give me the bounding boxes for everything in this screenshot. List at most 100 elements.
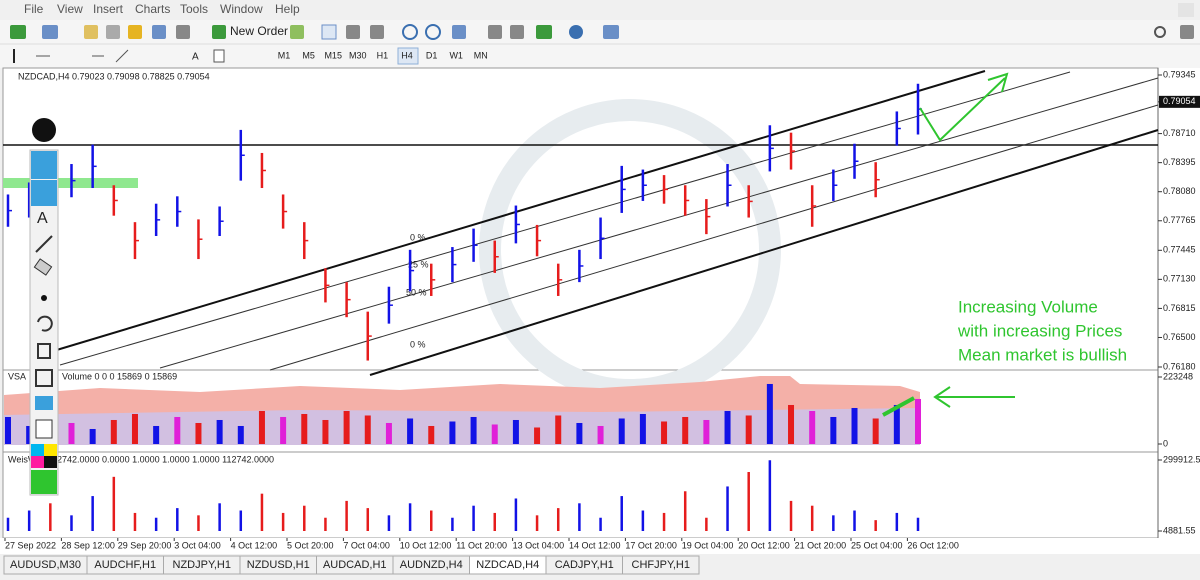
price-scale <box>1158 68 1200 538</box>
volume-bar <box>872 418 879 444</box>
screenshot-tool[interactable] <box>35 396 53 410</box>
volume-bar <box>788 404 795 444</box>
timeframe-button[interactable]: M1 <box>278 50 291 60</box>
terminal-icon[interactable] <box>152 25 166 39</box>
color-swatch[interactable] <box>44 456 57 468</box>
color-swatch[interactable] <box>44 444 57 456</box>
menu-item[interactable]: Help <box>275 2 300 16</box>
label-tool-icon[interactable] <box>213 49 225 63</box>
color-swatch[interactable] <box>31 444 44 456</box>
color-swatch[interactable] <box>31 456 44 468</box>
menu-item[interactable]: Tools <box>180 2 208 16</box>
toolbar-handle[interactable] <box>32 118 56 142</box>
menu-item[interactable]: File <box>24 2 44 16</box>
date-label: 7 Oct 04:00 <box>343 540 390 550</box>
menu-item[interactable]: Insert <box>93 2 124 16</box>
volume-bar <box>491 424 498 444</box>
mail-icon[interactable] <box>1180 25 1194 39</box>
trendline-icon[interactable] <box>115 49 129 63</box>
date-label: 27 Sep 2022 <box>5 540 56 550</box>
menu-item[interactable]: View <box>57 2 83 16</box>
volume-bar <box>449 421 456 444</box>
date-label: 17 Oct 20:00 <box>625 540 677 550</box>
pointer-tool[interactable] <box>31 180 57 206</box>
line-tool[interactable] <box>35 235 53 253</box>
delete-tool[interactable] <box>37 343 51 359</box>
timeframe-button[interactable]: M5 <box>302 50 315 60</box>
tab-label[interactable]: NZDJPY,H1 <box>173 559 231 571</box>
navigator-icon[interactable] <box>128 25 142 39</box>
current-price-box <box>1159 95 1200 108</box>
tab-label[interactable]: AUDCHF,H1 <box>94 559 156 571</box>
timeframe-button[interactable]: W1 <box>449 50 463 60</box>
tab-label[interactable]: NZDUSD,H1 <box>247 559 310 571</box>
timeframe-button[interactable]: H1 <box>377 50 389 60</box>
text-tool-icon[interactable]: A <box>192 52 199 63</box>
date-label: 14 Oct 12:00 <box>569 540 621 550</box>
volume-bar <box>639 413 646 444</box>
date-label: 19 Oct 04:00 <box>682 540 734 550</box>
zoom-in-icon[interactable] <box>402 24 418 40</box>
symbol-tabs: AUDUSD,M30 AUDCHF,H1 NZDJPY,H1 NZDUSD,H1 AUD… <box>3 555 700 575</box>
timeframe-button[interactable]: D1 <box>426 50 438 60</box>
scroll-icon[interactable] <box>488 25 502 39</box>
data-window-icon[interactable] <box>106 25 120 39</box>
new-order-button[interactable]: New Order <box>230 24 288 38</box>
line-icon[interactable] <box>370 25 384 39</box>
shift-icon[interactable] <box>510 25 524 39</box>
tab-label[interactable]: AUDNZD,H4 <box>400 559 463 571</box>
timeframe-button[interactable]: M15 <box>324 50 342 60</box>
text-tool[interactable]: A <box>37 210 48 227</box>
time-scale <box>0 538 1200 554</box>
volume-bar <box>809 410 816 444</box>
date-label: 26 Oct 12:00 <box>907 540 959 550</box>
volume-bar <box>131 413 138 444</box>
eye-tool[interactable] <box>31 151 57 179</box>
fib-lines <box>59 71 1159 371</box>
profiles-icon[interactable] <box>42 25 58 39</box>
tester-icon[interactable] <box>176 25 190 39</box>
periods-icon[interactable] <box>569 25 583 39</box>
price-label: 0.76815 <box>1163 303 1196 313</box>
volume-bar <box>915 398 921 444</box>
tab-label[interactable]: AUDUSD,M30 <box>10 559 81 571</box>
date-label: 3 Oct 04:00 <box>174 540 221 550</box>
candle-icon[interactable] <box>346 25 360 39</box>
notes-tool[interactable] <box>35 419 53 439</box>
dot-tool[interactable] <box>41 295 47 301</box>
autotrading-icon[interactable] <box>290 25 304 39</box>
tab-label[interactable]: NZDCAD,H4 <box>476 559 539 571</box>
volume-bar <box>724 410 731 444</box>
new-chart-icon[interactable] <box>10 25 26 39</box>
arrow <box>919 72 1009 142</box>
volume-bar <box>682 416 689 444</box>
bar-chart-icon[interactable] <box>321 24 337 40</box>
template-tool[interactable] <box>35 369 53 387</box>
price-label: 0.77130 <box>1163 274 1196 284</box>
timeframe-button[interactable]: H4 <box>401 50 413 60</box>
timeframe-active <box>397 47 419 65</box>
tab-label[interactable]: CADJPY,H1 <box>555 559 614 571</box>
menu-item[interactable]: Window <box>220 2 263 16</box>
tab[interactable] <box>622 555 700 575</box>
search-icon[interactable] <box>1154 26 1166 38</box>
eraser-tool[interactable] <box>33 258 53 276</box>
templates-icon[interactable] <box>603 25 619 39</box>
volume-bar <box>153 425 160 444</box>
menu-item[interactable]: Charts <box>135 2 170 16</box>
undo-tool[interactable] <box>37 315 53 332</box>
tile-icon[interactable] <box>452 25 466 39</box>
fib-label: 50 % <box>406 287 427 297</box>
tab-label[interactable]: AUDCAD,H1 <box>323 559 387 571</box>
tab-label[interactable]: CHFJPY,H1 <box>632 559 690 571</box>
timeframe-button[interactable]: MN <box>474 50 488 60</box>
zoom-out-icon[interactable] <box>425 24 441 40</box>
volume-axis-label: 0 <box>1163 438 1168 448</box>
indicators-icon[interactable] <box>536 25 552 39</box>
new-order-icon[interactable] <box>212 25 226 39</box>
color-swatch[interactable] <box>31 470 57 494</box>
window-buttons[interactable] <box>1178 3 1194 17</box>
market-watch-icon[interactable] <box>84 25 98 39</box>
price-label: 0.79345 <box>1163 69 1196 79</box>
timeframe-button[interactable]: M30 <box>349 50 367 60</box>
